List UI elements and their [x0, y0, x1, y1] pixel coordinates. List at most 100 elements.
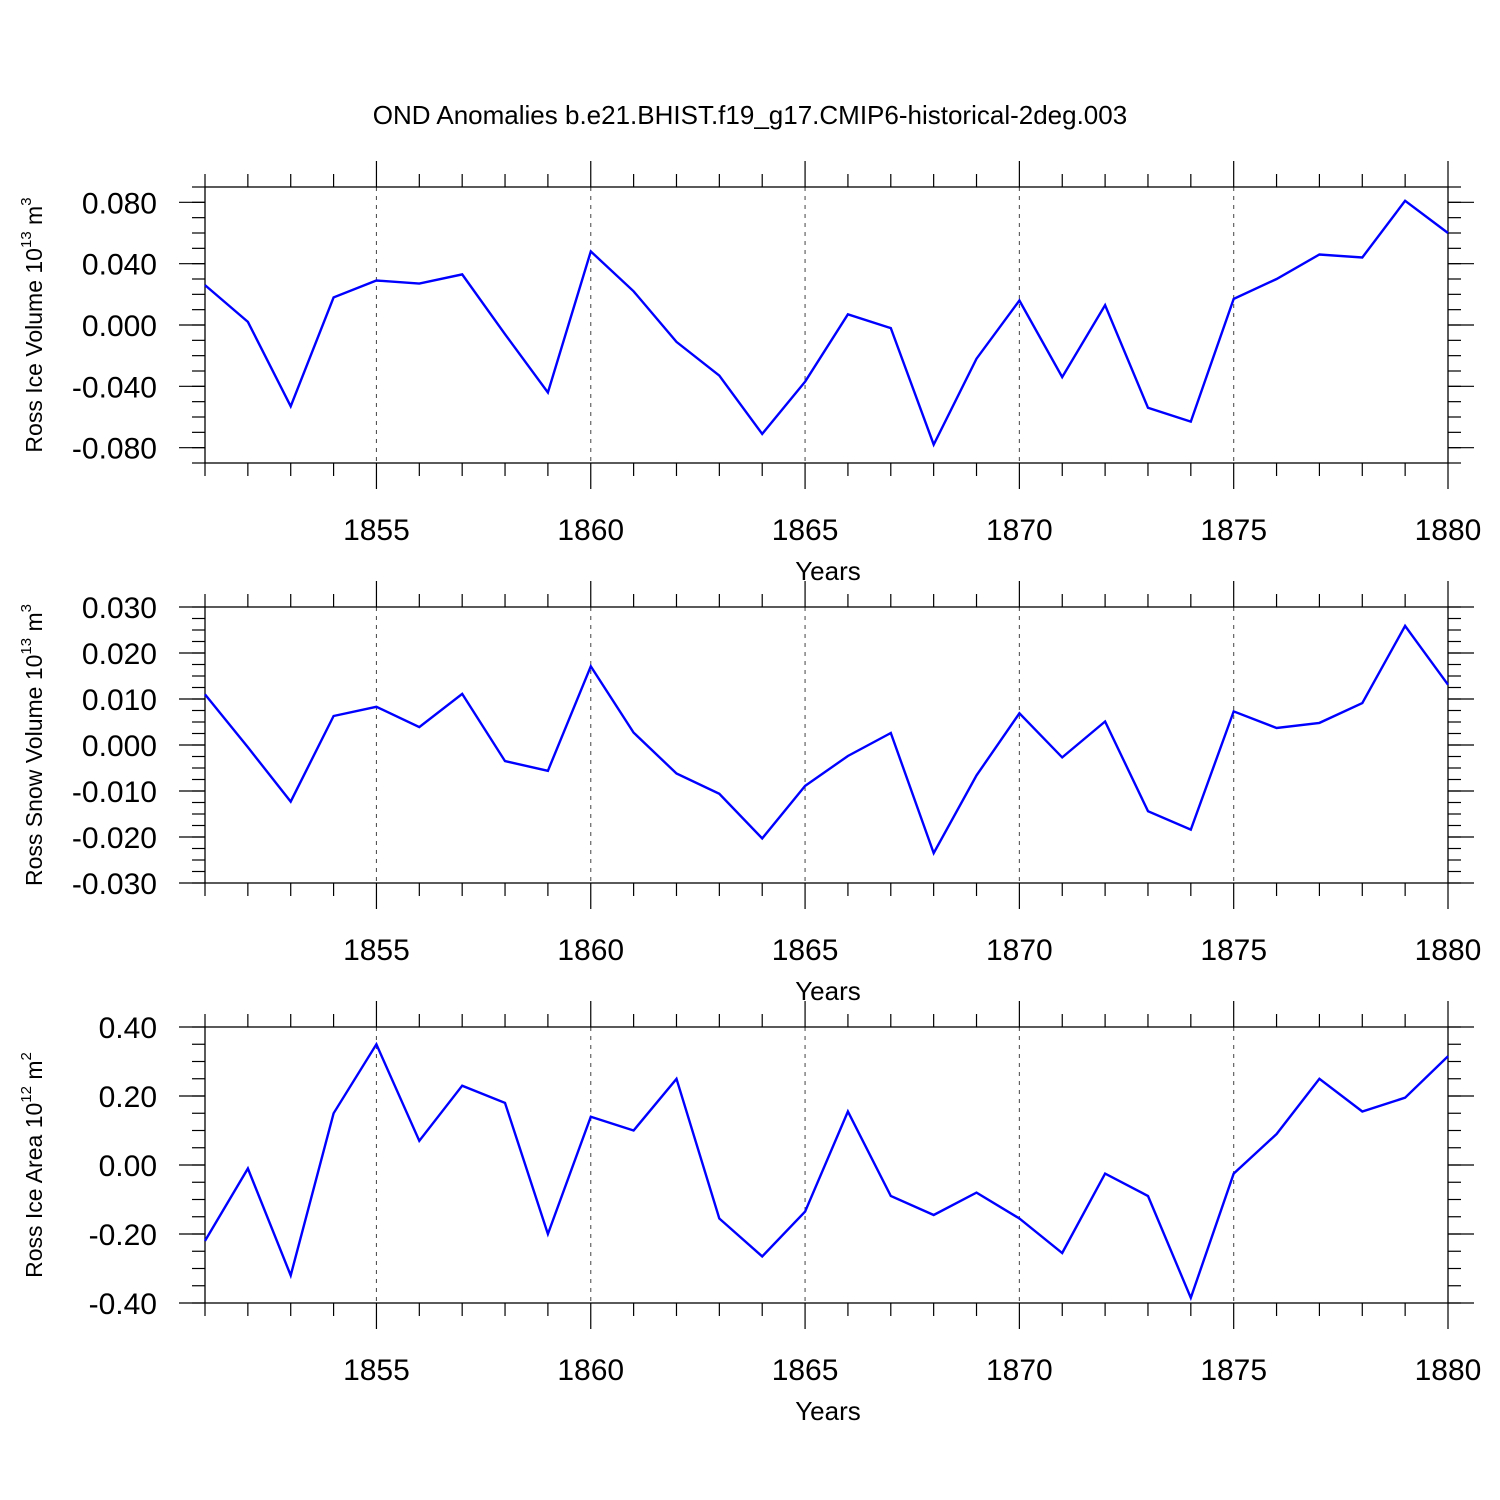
x-tick-label: 1865 [772, 1354, 839, 1387]
data-point [417, 1139, 421, 1143]
data-point [975, 773, 979, 777]
data-point [674, 772, 678, 776]
data-point [975, 357, 979, 361]
data-point [1017, 298, 1021, 302]
data-point [374, 1042, 378, 1046]
y-tick-label: 0.00 [99, 1150, 157, 1183]
data-point [460, 692, 464, 696]
y-tick-label: 0.040 [82, 249, 157, 282]
y-tick-label: 0.030 [82, 592, 157, 625]
y-axis-label: Ross Ice Area 1012 m2 [18, 1052, 47, 1278]
data-point [1317, 721, 1321, 725]
data-point [1060, 1251, 1064, 1255]
data-point [760, 1254, 764, 1258]
x-axis-label: Years [795, 976, 861, 1006]
data-point [1403, 199, 1407, 203]
data-point [1446, 683, 1450, 687]
data-point [417, 725, 421, 729]
x-tick-label: 1860 [557, 934, 624, 967]
x-axis-label: Years [795, 1396, 861, 1426]
y-tick-label: -0.040 [72, 371, 157, 404]
data-point [1232, 1172, 1236, 1176]
data-point [632, 731, 636, 735]
data-point [1275, 277, 1279, 281]
data-point [289, 800, 293, 804]
x-tick-label: 1875 [1200, 934, 1267, 967]
y-tick-label: -0.40 [89, 1288, 157, 1321]
y-tick-label: 0.080 [82, 187, 157, 220]
data-point [1017, 711, 1021, 715]
y-tick-label: 0.000 [82, 730, 157, 763]
x-tick-label: 1860 [557, 514, 624, 547]
data-point [1360, 1110, 1364, 1114]
y-tick-label: -0.20 [89, 1219, 157, 1252]
data-point [846, 1110, 850, 1114]
x-tick-label: 1870 [986, 514, 1053, 547]
x-tick-label: 1865 [772, 934, 839, 967]
y-tick-label: 0.20 [99, 1081, 157, 1114]
y-tick-label: -0.030 [72, 868, 157, 901]
x-tick-label: 1870 [986, 1354, 1053, 1387]
data-point [589, 664, 593, 668]
plot-frame [204, 606, 1449, 884]
panel-1: 1855 1860 1865 1870 1875 1880 Years 0.080 0.040 0… [18, 161, 1481, 586]
data-point [289, 404, 293, 408]
x-tick-label: 1880 [1415, 514, 1482, 547]
data-point [203, 283, 207, 287]
panel-2: 1855 1860 1865 1870 1875 1880 Years 0.030 0.020 0… [18, 581, 1481, 1006]
data-point [632, 289, 636, 293]
data-point [1146, 809, 1150, 813]
data-point [546, 1232, 550, 1236]
data-point [674, 340, 678, 344]
data-point [717, 374, 721, 378]
y-tick-label: -0.080 [72, 433, 157, 466]
y-axis-label: Ross Snow Volume 1013 m3 [18, 604, 47, 886]
data-point [1275, 1132, 1279, 1136]
data-point [1232, 709, 1236, 713]
panels: 1855 1860 1865 1870 1875 1880 Years 0.080 0.040 0… [18, 161, 1481, 1426]
x-tick-label: 1875 [1200, 514, 1267, 547]
data-point [1403, 624, 1407, 628]
data-point [760, 836, 764, 840]
data-point [975, 1191, 979, 1195]
data-point [203, 1239, 207, 1243]
x-tick-label: 1880 [1415, 1354, 1482, 1387]
x-tick-label: 1875 [1200, 1354, 1267, 1387]
data-point [1103, 1172, 1107, 1176]
figure-title: OND Anomalies b.e21.BHIST.f19_g17.CMIP6-… [373, 100, 1127, 130]
plot-frame [204, 1026, 1449, 1304]
series-line [204, 199, 1449, 448]
y-tick-label: 0.020 [82, 638, 157, 671]
series-line [204, 623, 1449, 857]
data-point [803, 784, 807, 788]
data-point [932, 1213, 936, 1217]
data-point [1017, 1216, 1021, 1220]
data-point [374, 705, 378, 709]
y-tick-label: 0.000 [82, 310, 157, 343]
y-tick-label: -0.010 [72, 776, 157, 809]
data-point [1146, 406, 1150, 410]
data-point [1317, 252, 1321, 256]
data-point [1060, 375, 1064, 379]
data-point [889, 1194, 893, 1198]
data-point [546, 769, 550, 773]
data-point [246, 745, 250, 749]
data-point [589, 249, 593, 253]
data-point [460, 272, 464, 276]
data-point [1103, 720, 1107, 724]
data-point [932, 443, 936, 447]
data-point [1103, 303, 1107, 307]
data-point [1446, 231, 1450, 235]
data-point [1317, 1077, 1321, 1081]
data-point [889, 326, 893, 330]
data-point [289, 1273, 293, 1277]
data-point [803, 1210, 807, 1214]
data-point [1360, 256, 1364, 260]
x-tick-label: 1880 [1415, 934, 1482, 967]
data-point [1446, 1054, 1450, 1058]
data-point [846, 312, 850, 316]
data-point [760, 432, 764, 436]
data-point [546, 390, 550, 394]
data-point [503, 1101, 507, 1105]
